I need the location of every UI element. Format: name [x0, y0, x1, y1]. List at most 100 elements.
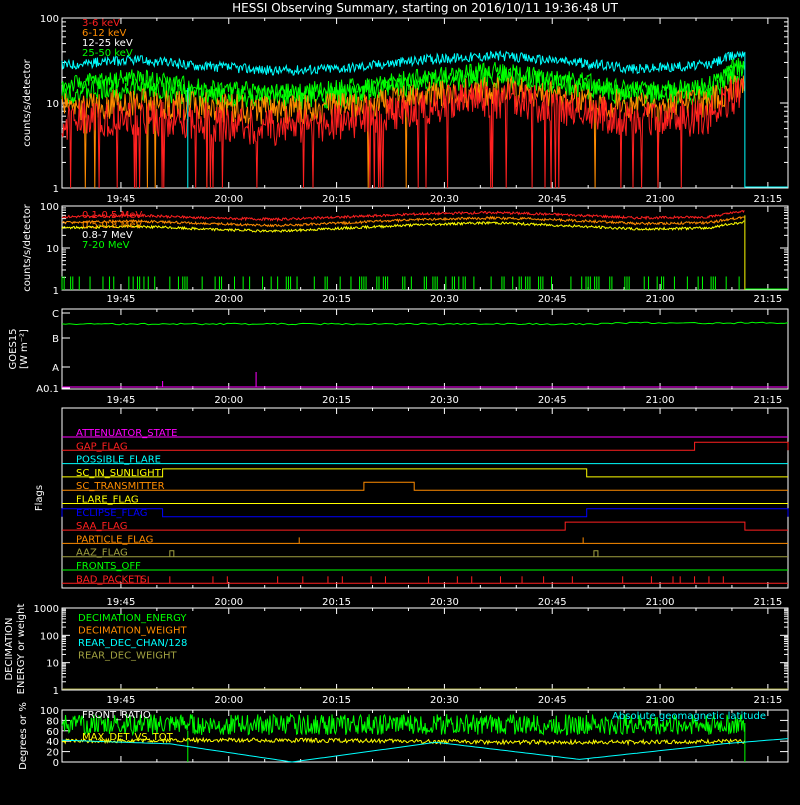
- lowE-time-label: 20:45: [538, 194, 567, 205]
- flags-time-label: 21:00: [646, 597, 675, 608]
- ratio-legend-entry: MAX_DET_VS_TOT: [82, 732, 174, 743]
- goes-time-label: 20:15: [322, 395, 351, 406]
- flag-label-flare-flag: FLARE_FLAG: [76, 495, 139, 506]
- flags-time-label: 19:45: [107, 597, 136, 608]
- decim-legend-entry: REAR_DEC_WEIGHT: [78, 651, 177, 662]
- flags-plot-frame: [61, 407, 789, 589]
- aaz-flag-tick: [593, 550, 599, 557]
- goes-time-label: 20:00: [214, 395, 243, 406]
- ratio-ytick-label: 20: [46, 748, 59, 759]
- decim-time-label: 20:30: [430, 695, 459, 706]
- lowE-time-label: 20:30: [430, 194, 459, 205]
- goes-time-label: 19:45: [107, 395, 136, 406]
- flag-label-possible-flare: POSSIBLE_FLARE: [76, 455, 161, 466]
- lowE-legend-entry: 25-50 keV: [82, 48, 133, 59]
- highE-legend-entry: 0.5-0.8 MeV: [82, 220, 142, 231]
- lowE-ylabel: counts/s/detector: [22, 58, 33, 146]
- geomagnetic-latitude-line: [61, 738, 789, 763]
- decim-ylabel2: ENERGY or weight: [16, 604, 27, 695]
- flags-ylabel: Flags: [34, 485, 45, 511]
- goes-time-label: 20:45: [538, 395, 567, 406]
- decim-legend-entry: REAR_DEC_CHAN/128: [78, 638, 187, 649]
- lowE-ytick-label: 100: [40, 14, 59, 25]
- highE-time-label: 20:00: [214, 294, 243, 305]
- ratio-ytick-label: 60: [46, 727, 59, 738]
- flag-label-fronts-off: FRONTS_OFF: [76, 561, 141, 572]
- ratio-annotation: Absolute geomagnetic latitude: [612, 711, 766, 722]
- highE-time-label: 19:45: [107, 294, 136, 305]
- flags-time-label: 20:30: [430, 597, 459, 608]
- front-ratio-line: [61, 712, 745, 737]
- goes-ytick-label: A0.1: [36, 384, 59, 395]
- ratio-ytick-label: 40: [46, 737, 59, 748]
- ratio-ytick-label: 0: [53, 758, 59, 769]
- lowE-time-label: 20:00: [214, 194, 243, 205]
- goes-ylabel: GOES15: [8, 328, 19, 369]
- flag-label-saa-flag: SAA_FLAG: [76, 521, 127, 532]
- goes-ytick-label: A: [52, 363, 59, 374]
- lowE-series-line: [61, 77, 745, 189]
- lowE-legend-entry: 6-12 keV: [82, 28, 126, 39]
- decim-legend-entry: DECIMATION_ENERGY: [78, 613, 187, 624]
- lowE-legend-entry: 12-25 keV: [82, 38, 133, 49]
- highE-series-line: [61, 210, 745, 223]
- flag-label-eclipse-flag: ECLIPSE_FLAG: [76, 508, 147, 519]
- flag-label-bad-packets: BAD_PACKETS: [76, 574, 147, 585]
- decim-plot-frame: [61, 607, 789, 691]
- lowE-ytick-label: 1: [53, 184, 59, 195]
- goes-ytick-label: B: [52, 334, 59, 345]
- flags-time-label: 21:15: [753, 597, 782, 608]
- ratio-plot-frame: [61, 709, 789, 763]
- flag-line-eclipse-flag: [61, 508, 789, 518]
- lowE-ytick-label: 10: [46, 99, 59, 110]
- lowE-legend-entry: 3-6 keV: [82, 18, 120, 29]
- decim-time-label: 19:45: [107, 695, 136, 706]
- goes-time-label: 20:30: [430, 395, 459, 406]
- lowE-series-line: [61, 75, 745, 189]
- flag-line-gap-flag: [62, 441, 789, 451]
- figure-title: HESSI Observing Summary, starting on 201…: [232, 1, 618, 15]
- aaz-flag-tick: [169, 550, 175, 557]
- goes-time-label: 21:15: [753, 395, 782, 406]
- lowE-time-label: 20:15: [322, 194, 351, 205]
- flag-label-sc-transmitter: SC_TRANSMITTER: [76, 481, 165, 492]
- highE-time-label: 20:15: [322, 294, 351, 305]
- highE-ylabel: counts/s/detector: [22, 203, 33, 291]
- decim-ylabel: DECIMATION: [4, 617, 15, 680]
- goes-ytick-label: C: [52, 309, 59, 320]
- lowE-series-line: [61, 57, 745, 103]
- flag-label-particle-flag: PARTICLE_FLAG: [76, 534, 153, 545]
- ratio-legend-entry: FRONT_RATIO: [82, 710, 151, 721]
- decim-time-label: 21:15: [753, 695, 782, 706]
- highE-ytick-label: 100: [40, 202, 59, 213]
- max-det-line: [61, 736, 745, 747]
- decim-time-label: 20:45: [538, 695, 567, 706]
- lowE-series-line: [61, 50, 745, 76]
- flag-line-sc-transmitter: [62, 481, 788, 491]
- lowE-time-label: 19:45: [107, 194, 136, 205]
- decim-ytick-label: 1: [53, 686, 59, 697]
- goes-time-label: 21:00: [646, 395, 675, 406]
- decim-ytick-label: 1000: [34, 604, 59, 615]
- highE-legend-entry: 0.8-7 MeV: [82, 230, 133, 241]
- highE-time-label: 20:45: [538, 294, 567, 305]
- ratio-ytick-label: 100: [40, 706, 59, 717]
- highE-legend-entry: 0.1-0.5 MeV: [82, 210, 142, 221]
- decim-ytick-label: 100: [40, 631, 59, 642]
- ratio-ytick-label: 80: [46, 716, 59, 727]
- goes-ylabel-units: [W m⁻²]: [19, 329, 30, 369]
- lowE-time-label: 21:00: [646, 194, 675, 205]
- highE-time-label: 20:30: [430, 294, 459, 305]
- decim-time-label: 20:00: [214, 695, 243, 706]
- flag-label-sc-in-sunlight: SC_IN_SUNLIGHT: [76, 468, 162, 479]
- flag-label-gap-flag: GAP_FLAG: [76, 441, 128, 452]
- decim-time-label: 21:00: [646, 695, 675, 706]
- flag-label-aaz-flag: AAZ_FLAG: [76, 548, 128, 559]
- flag-line-saa-flag: [62, 521, 788, 531]
- highE-time-label: 21:00: [646, 294, 675, 305]
- flag-line-sc-in-sunlight: [62, 468, 788, 478]
- flags-time-label: 20:00: [214, 597, 243, 608]
- highE-ytick-label: 10: [46, 244, 59, 255]
